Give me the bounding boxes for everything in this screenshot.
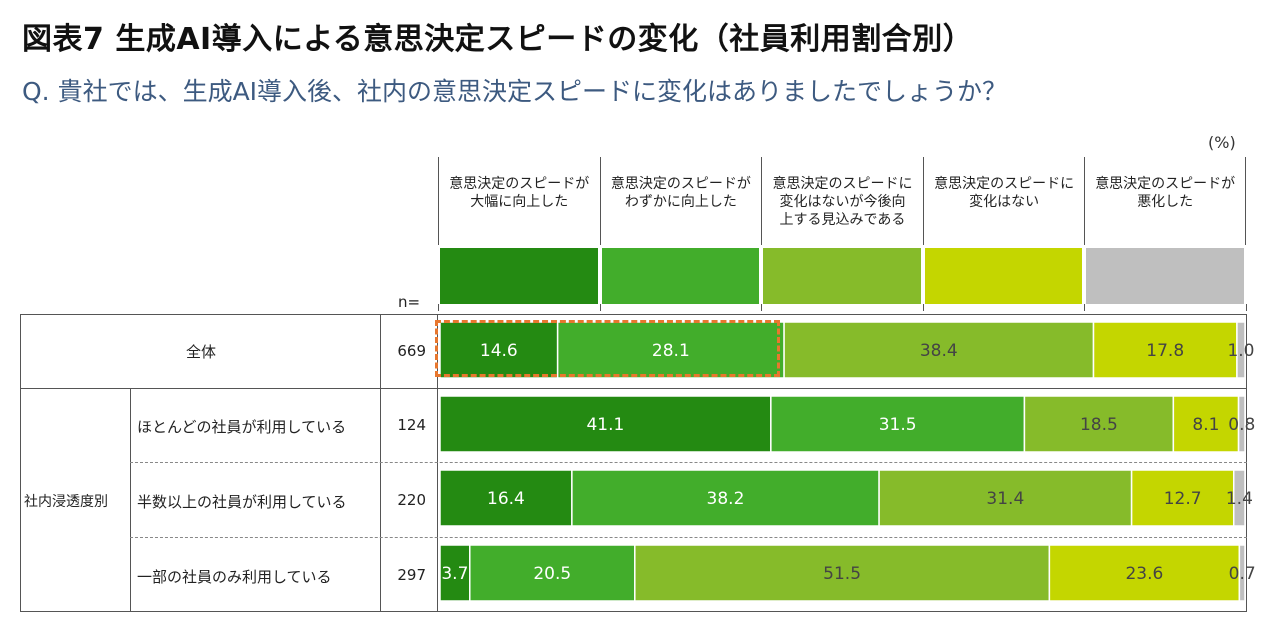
- data-label: 1.4: [1226, 489, 1253, 509]
- row-divider-dashed: [130, 462, 1247, 463]
- legend-swatch: [763, 248, 921, 304]
- legend-tick: [922, 304, 924, 311]
- group-label: 社内浸透度別: [24, 494, 108, 510]
- data-label: 16.4: [487, 489, 525, 509]
- table-frame: [20, 314, 1247, 612]
- legend-swatch: [924, 248, 1083, 304]
- legend-swatch: [601, 248, 760, 304]
- bar-segment: [1130, 469, 1235, 527]
- n-value: 220: [397, 491, 426, 509]
- bar-segment: [878, 469, 1133, 527]
- legend-tick: [1084, 304, 1086, 311]
- legend-label: 意思決定のスピードが わずかに向上した: [599, 157, 762, 245]
- n-value: 669: [397, 342, 426, 360]
- row-label-total: 全体: [186, 343, 217, 361]
- legend-tick: [438, 304, 439, 311]
- data-label: 8.1: [1192, 415, 1219, 435]
- highlight-box: [435, 320, 780, 377]
- data-label: 17.8: [1146, 341, 1184, 361]
- data-label: 28.1: [652, 341, 690, 361]
- data-label: 3.7: [441, 564, 468, 584]
- n-divider: [437, 314, 438, 612]
- data-label: 0.7: [1229, 564, 1256, 584]
- data-label: 51.5: [823, 564, 861, 584]
- bar-segment: [439, 321, 559, 379]
- data-label: 12.7: [1164, 489, 1202, 509]
- bar-segment: [1232, 469, 1246, 527]
- bar-segment: [634, 544, 1051, 602]
- question-text: Q. 貴社では、生成AI導入後、社内の意思決定スピードに変化はありましたでしょう…: [22, 77, 1008, 106]
- legend-label: 意思決定のスピードに 変化はないが今後向 上する見込みである: [761, 157, 923, 245]
- chart-title: 図表7 生成AI導入による意思決定スピードの変化（社員利用割合別）: [22, 22, 974, 57]
- data-label: 31.5: [879, 415, 917, 435]
- data-label: 38.4: [920, 341, 958, 361]
- legend-tick: [1246, 304, 1247, 311]
- legend-swatch: [1086, 248, 1244, 304]
- row-divider-dashed: [130, 537, 1247, 538]
- bar-segment: [1237, 395, 1246, 453]
- bar-segment: [1172, 395, 1240, 453]
- unit-label: (%): [1208, 133, 1236, 152]
- data-label: 41.1: [586, 415, 624, 435]
- bar-segment: [1048, 544, 1241, 602]
- bar-segment: [1236, 321, 1246, 379]
- data-label: 38.2: [707, 489, 745, 509]
- legend-label: 意思決定のスピードが 悪化した: [1084, 157, 1246, 245]
- group-divider: [130, 388, 131, 612]
- n-value: 124: [397, 416, 426, 434]
- legend-tick: [599, 304, 601, 311]
- data-label: 1.0: [1227, 341, 1254, 361]
- row-divider: [20, 388, 1247, 389]
- bar-segment: [439, 395, 772, 453]
- bar-segment: [770, 395, 1026, 453]
- n-header: n=: [398, 293, 421, 311]
- legend-label: 意思決定のスピードに 変化はない: [922, 157, 1085, 245]
- data-label: 20.5: [533, 564, 571, 584]
- row-label-most: ほとんどの社員が利用している: [137, 418, 347, 436]
- data-label: 14.6: [480, 341, 518, 361]
- bar-segment: [1238, 544, 1246, 602]
- bar-segment: [1023, 395, 1175, 453]
- data-label: 0.8: [1228, 415, 1255, 435]
- n-value: 297: [397, 566, 426, 584]
- data-label: 23.6: [1125, 564, 1163, 584]
- bar-segment: [1092, 321, 1238, 379]
- bar-segment: [783, 321, 1095, 379]
- row-label-majority: 半数以上の社員が利用している: [137, 493, 347, 511]
- label-divider: [380, 314, 381, 612]
- data-label: 31.4: [986, 489, 1024, 509]
- legend-tick: [761, 304, 763, 311]
- row-label-some: 一部の社員のみ利用している: [137, 568, 332, 586]
- legend-swatch: [440, 248, 598, 304]
- legend-label: 意思決定のスピードが 大幅に向上した: [438, 157, 600, 245]
- data-label: 18.5: [1080, 415, 1118, 435]
